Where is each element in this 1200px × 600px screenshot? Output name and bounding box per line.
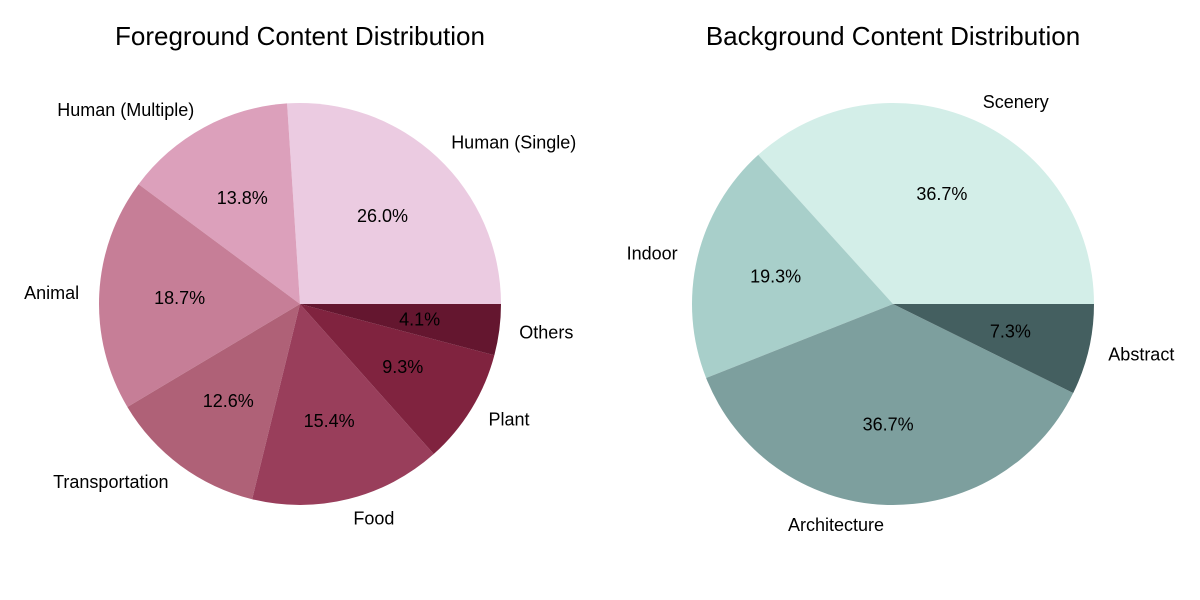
foreground-pct-human-multiple: 13.8% <box>217 188 268 208</box>
background-slice-abstract <box>893 304 1094 393</box>
foreground-label-others: Others <box>519 322 573 342</box>
foreground-label-food: Food <box>353 509 394 529</box>
background-label-abstract: Abstract <box>1108 344 1174 364</box>
foreground-pct-animal: 18.7% <box>154 288 205 308</box>
background-pie-chart: Background Content Distribution Scenery 3… <box>627 21 1175 535</box>
foreground-pct-others: 4.1% <box>399 310 440 330</box>
foreground-pct-transportation: 12.6% <box>203 391 254 411</box>
background-pct-scenery: 36.7% <box>916 184 967 204</box>
background-label-indoor: Indoor <box>627 244 678 264</box>
foreground-slice-human-single <box>287 103 501 304</box>
foreground-label-human-multiple: Human (Multiple) <box>57 100 194 120</box>
background-label-scenery: Scenery <box>983 92 1049 112</box>
background-label-architecture: Architecture <box>788 515 884 535</box>
foreground-slice-plant <box>300 304 495 455</box>
background-pct-abstract: 7.3% <box>990 321 1031 341</box>
foreground-slice-transportation <box>127 304 301 500</box>
foreground-slice-food <box>252 304 434 505</box>
foreground-slice-human-multiple <box>138 103 300 304</box>
background-slice-indoor <box>691 154 893 378</box>
background-chart-title: Background Content Distribution <box>706 21 1080 51</box>
foreground-label-animal: Animal <box>24 283 79 303</box>
foreground-label-plant: Plant <box>489 410 530 430</box>
foreground-pie-chart: Foreground Content Distribution Human (S… <box>24 21 576 529</box>
foreground-pct-plant: 9.3% <box>382 357 423 377</box>
background-pct-architecture: 36.7% <box>863 415 914 435</box>
foreground-chart-title: Foreground Content Distribution <box>115 21 485 51</box>
background-pct-indoor: 19.3% <box>750 267 801 287</box>
background-slice-architecture <box>706 304 1074 505</box>
foreground-label-human-single: Human (Single) <box>451 133 576 153</box>
foreground-slice-others <box>300 304 501 356</box>
foreground-label-transportation: Transportation <box>53 472 168 492</box>
foreground-slice-animal <box>98 184 300 407</box>
foreground-pct-human-single: 26.0% <box>357 206 408 226</box>
background-slice-scenery <box>758 102 1094 305</box>
foreground-pct-food: 15.4% <box>304 411 355 431</box>
